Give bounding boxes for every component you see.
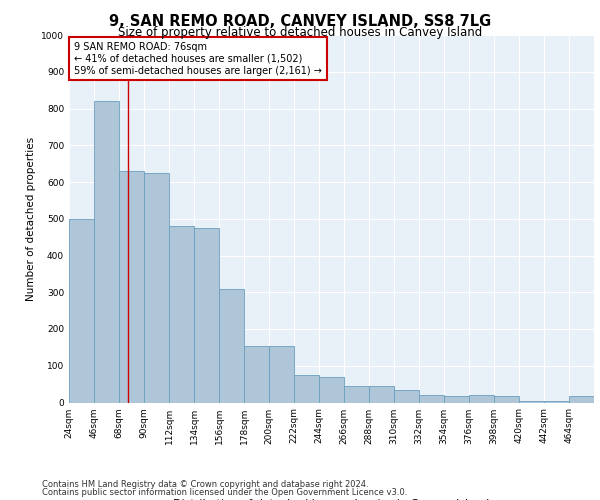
- Bar: [369, 386, 394, 402]
- Text: Size of property relative to detached houses in Canvey Island: Size of property relative to detached ho…: [118, 26, 482, 39]
- Bar: [194, 228, 219, 402]
- Text: 9 SAN REMO ROAD: 76sqm
← 41% of detached houses are smaller (1,502)
59% of semi-: 9 SAN REMO ROAD: 76sqm ← 41% of detached…: [74, 42, 322, 76]
- Text: Contains HM Land Registry data © Crown copyright and database right 2024.: Contains HM Land Registry data © Crown c…: [42, 480, 368, 489]
- Bar: [494, 396, 519, 402]
- Bar: [394, 390, 419, 402]
- Bar: [344, 386, 369, 402]
- Bar: [444, 396, 469, 402]
- Bar: [569, 396, 594, 402]
- Bar: [294, 375, 319, 402]
- Bar: [144, 173, 169, 402]
- Bar: [419, 395, 444, 402]
- Bar: [544, 400, 569, 402]
- Bar: [219, 288, 244, 403]
- Bar: [244, 346, 269, 403]
- Bar: [94, 101, 119, 402]
- Y-axis label: Number of detached properties: Number of detached properties: [26, 136, 35, 301]
- Bar: [519, 400, 544, 402]
- Bar: [169, 226, 194, 402]
- Text: Contains public sector information licensed under the Open Government Licence v3: Contains public sector information licen…: [42, 488, 407, 497]
- Bar: [69, 219, 94, 402]
- Bar: [119, 171, 144, 402]
- Bar: [269, 346, 294, 403]
- Bar: [469, 395, 494, 402]
- Text: 9, SAN REMO ROAD, CANVEY ISLAND, SS8 7LG: 9, SAN REMO ROAD, CANVEY ISLAND, SS8 7LG: [109, 14, 491, 29]
- Bar: [319, 377, 344, 402]
